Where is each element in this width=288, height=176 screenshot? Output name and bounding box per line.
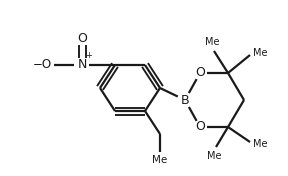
Text: +: + [86, 51, 92, 60]
Text: −O: −O [33, 58, 52, 71]
Text: Me: Me [152, 155, 168, 165]
Text: O: O [195, 121, 205, 134]
Text: O: O [77, 32, 87, 45]
Text: Me: Me [207, 151, 221, 161]
Text: O: O [195, 67, 205, 80]
Text: N: N [77, 58, 87, 71]
Text: Me: Me [205, 37, 219, 47]
Text: Me: Me [253, 139, 268, 149]
Text: B: B [181, 93, 189, 106]
Text: Me: Me [253, 48, 268, 58]
